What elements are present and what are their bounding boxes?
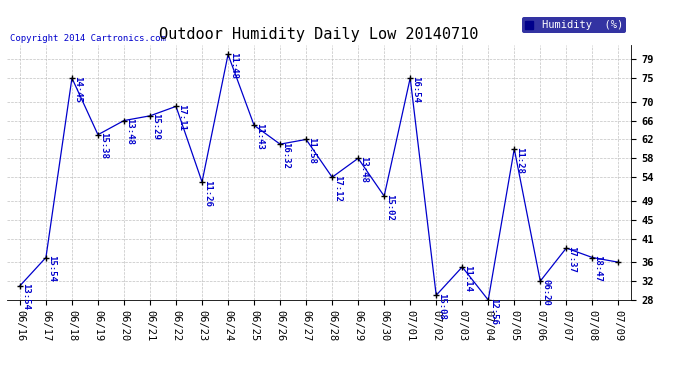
Text: 15:08: 15:08 <box>437 293 446 320</box>
Text: 15:38: 15:38 <box>99 132 108 159</box>
Text: 17:11: 17:11 <box>177 104 186 131</box>
Text: 17:37: 17:37 <box>568 246 577 273</box>
Title: Outdoor Humidity Daily Low 20140710: Outdoor Humidity Daily Low 20140710 <box>159 27 479 42</box>
Text: 15:54: 15:54 <box>47 255 56 282</box>
Text: 06:20: 06:20 <box>542 279 551 306</box>
Text: 11:58: 11:58 <box>308 137 317 164</box>
Text: 13:48: 13:48 <box>126 118 135 145</box>
Text: 13:54: 13:54 <box>21 284 30 310</box>
Text: 13:48: 13:48 <box>359 156 368 183</box>
Text: 14:45: 14:45 <box>73 76 82 103</box>
Text: 16:54: 16:54 <box>411 76 420 103</box>
Text: Copyright 2014 Cartronics.com: Copyright 2014 Cartronics.com <box>10 33 166 42</box>
Text: 15:02: 15:02 <box>386 194 395 220</box>
Text: 18:47: 18:47 <box>593 255 602 282</box>
Text: 11:26: 11:26 <box>204 180 213 207</box>
Text: 11:48: 11:48 <box>229 52 238 79</box>
Text: 16:32: 16:32 <box>282 142 290 169</box>
Text: 17:12: 17:12 <box>333 175 342 202</box>
Text: 11:28: 11:28 <box>515 147 524 173</box>
Text: 11:43: 11:43 <box>255 123 264 150</box>
Text: 12:56: 12:56 <box>489 298 499 324</box>
Text: 11:14: 11:14 <box>464 265 473 291</box>
Text: 15:29: 15:29 <box>151 114 160 140</box>
Legend: Humidity  (%): Humidity (%) <box>522 17 626 33</box>
